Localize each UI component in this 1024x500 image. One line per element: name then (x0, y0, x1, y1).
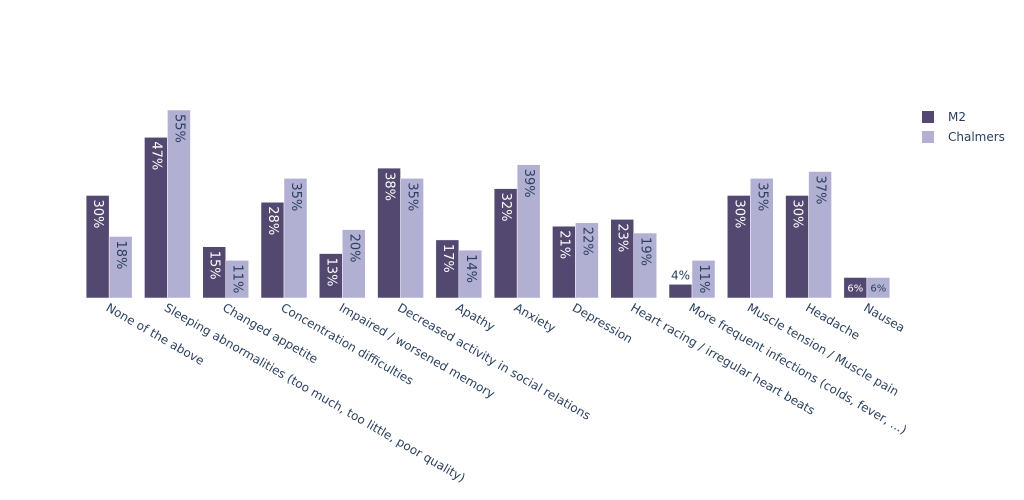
bar-chalmers-more-frequent-infections-colds-fever[interactable] (691, 260, 716, 299)
data-label-m2-concentration-difficulties: 28% (265, 206, 280, 235)
data-label-m2-decreased-activity-in-social-relations: 38% (382, 172, 397, 201)
legend-item-chalmers[interactable]: Chalmers (922, 127, 1005, 146)
bar-chalmers-apathy[interactable] (458, 249, 483, 299)
data-label-m2-none-of-the-above: 30% (90, 199, 105, 228)
bar-chalmers-nausea[interactable] (866, 277, 891, 299)
legend: M2 Chalmers (922, 107, 1005, 147)
data-label-m2-impaired-worsened-memory: 13% (323, 258, 338, 287)
bar-chalmers-impaired-worsened-memory[interactable] (342, 229, 366, 299)
legend-label-m2: M2 (948, 109, 966, 124)
data-label-chalmers-changed-appetite: 11% (230, 264, 245, 293)
x-tick-label-changed-appetite: Changed appetite (220, 300, 320, 366)
data-label-m2-apathy: 17% (440, 244, 455, 273)
data-label-m2-nausea: 6% (847, 284, 863, 295)
data-label-chalmers-headache: 37% (813, 176, 828, 205)
data-label-m2-changed-appetite: 15% (207, 251, 222, 280)
data-label-m2-heart-racing-irregular-heart-beats: 23% (615, 223, 630, 252)
data-label-chalmers-decreased-activity-in-social-relations: 35% (405, 182, 420, 211)
data-label-chalmers-none-of-the-above: 18% (113, 240, 128, 269)
data-label-chalmers-muscle-tension-muscle-pain: 35% (754, 182, 769, 211)
data-label-chalmers-apathy: 14% (463, 254, 478, 283)
x-tick-label-more-frequent-infections-colds-fever: More frequent infections (colds, fever, … (687, 300, 910, 437)
bar-chalmers-none-of-the-above[interactable] (108, 236, 133, 299)
data-label-chalmers-impaired-worsened-memory: 20% (346, 234, 361, 263)
data-label-m2-muscle-tension-muscle-pain: 30% (731, 199, 746, 228)
bar-m2-more-frequent-infections-colds-fever[interactable] (668, 284, 693, 299)
x-tick-label-apathy: Apathy (453, 300, 497, 333)
data-label-m2-depression: 21% (556, 230, 571, 259)
data-label-chalmers-nausea: 6% (870, 284, 886, 295)
bar-chalmers-muscle-tension-muscle-pain[interactable] (750, 178, 774, 299)
bar-chalmers-changed-appetite[interactable] (225, 260, 249, 299)
data-label-m2-anxiety: 32% (498, 193, 513, 222)
data-label-m2-headache: 30% (790, 199, 805, 228)
x-tick-label-none-of-the-above: None of the above (104, 300, 207, 368)
legend-swatch-m2 (922, 110, 934, 123)
data-label-m2-sleeping-abnormalities-too-much-too-little-poor-quality: 47% (148, 141, 163, 170)
legend-swatch-chalmers (922, 130, 934, 143)
bar-chalmers-headache[interactable] (808, 171, 832, 299)
x-tick-label-anxiety: Anxiety (512, 300, 558, 335)
data-label-m2-more-frequent-infections-colds-fever: 4% (671, 268, 690, 282)
legend-label-chalmers: Chalmers (948, 129, 1005, 144)
data-label-chalmers-more-frequent-infections-colds-fever: 11% (696, 264, 711, 293)
bar-chalmers-sleeping-abnormalities-too-much-too-little-poor-quality[interactable] (167, 109, 191, 299)
bar-chalmers-heart-racing-irregular-heart-beats[interactable] (633, 232, 657, 299)
x-tick-label-depression: Depression (570, 300, 635, 346)
bar-chalmers-decreased-activity-in-social-relations[interactable] (400, 178, 424, 299)
bar-chalmers-anxiety[interactable] (516, 164, 541, 299)
data-label-chalmers-heart-racing-irregular-heart-beats: 19% (638, 237, 653, 266)
data-label-chalmers-anxiety: 39% (521, 169, 536, 198)
legend-item-m2[interactable]: M2 (922, 107, 1005, 126)
data-label-chalmers-concentration-difficulties: 35% (288, 182, 303, 211)
bar-chalmers-concentration-difficulties[interactable] (283, 178, 308, 299)
bar-chalmers-depression[interactable] (575, 222, 599, 299)
x-tick-label-nausea: Nausea (861, 300, 907, 335)
data-label-chalmers-depression: 22% (579, 227, 594, 256)
data-label-chalmers-sleeping-abnormalities-too-much-too-little-poor-quality: 55% (171, 114, 186, 143)
